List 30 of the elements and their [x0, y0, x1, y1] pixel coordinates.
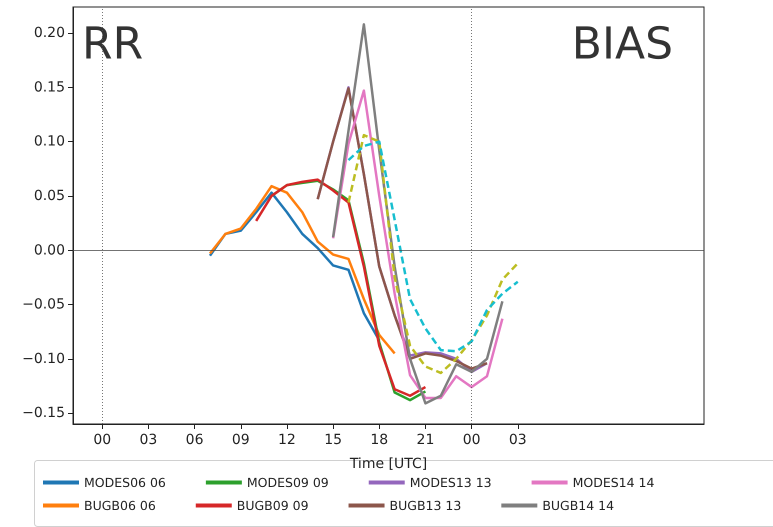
y-tick-label: −0.05 — [22, 296, 65, 313]
annotation: BIAS — [572, 18, 674, 70]
legend-label: MODES14 14 — [572, 475, 655, 490]
y-tick-label: 0.20 — [34, 25, 65, 42]
x-tick-label: 18 — [370, 432, 388, 448]
x-tick-label: 09 — [232, 432, 250, 448]
y-tick-label: −0.15 — [22, 405, 65, 422]
x-tick-label: 00 — [462, 432, 481, 448]
x-tick-label: 06 — [186, 432, 204, 448]
x-tick-label: 12 — [278, 432, 296, 448]
y-tick-label: 0.15 — [34, 79, 65, 96]
legend-label: MODES09 09 — [246, 475, 329, 490]
legend-label: MODES06 06 — [84, 475, 166, 490]
x-tick-label: 03 — [508, 432, 527, 448]
y-tick-label: 0.00 — [34, 242, 65, 258]
x-tick-label: 15 — [324, 432, 342, 448]
x-axis-title: Time [UTC] — [348, 456, 428, 472]
legend-label: BUGB06 06 — [84, 498, 156, 513]
y-tick-label: 0.05 — [34, 188, 65, 204]
line-series — [208, 184, 396, 355]
legend-label: MODES13 13 — [410, 475, 492, 490]
y-tick-label: −0.10 — [22, 350, 65, 367]
x-tick-label: 00 — [93, 432, 112, 448]
y-tick-label: 0.10 — [34, 134, 65, 150]
annotation: RR — [82, 18, 144, 70]
legend-label: BUGB14 14 — [542, 498, 614, 513]
legend-label: BUGB13 13 — [390, 498, 462, 513]
x-tick-label: 21 — [416, 432, 434, 448]
legend-label: BUGB09 09 — [236, 498, 309, 513]
x-tick-label: 03 — [140, 432, 158, 448]
